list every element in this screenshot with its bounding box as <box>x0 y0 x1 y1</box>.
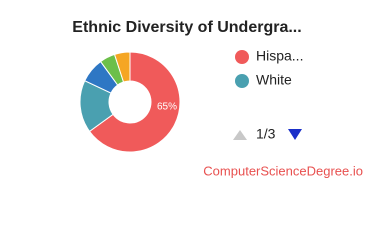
value-label: 65% <box>157 102 177 113</box>
next-page[interactable] <box>288 129 302 140</box>
donut-slice <box>113 51 131 83</box>
chart-title: Ethnic Diversity of Undergra... <box>72 19 301 36</box>
legend-swatch <box>235 74 249 88</box>
prev-page[interactable] <box>233 130 247 140</box>
donut-slice <box>88 51 181 153</box>
legend-page: 1/3 <box>256 126 276 142</box>
legend-swatch <box>235 50 249 64</box>
source: ComputerScienceDegree.io <box>203 163 363 178</box>
legend-label: Hispa... <box>256 48 303 64</box>
legend-label: White <box>256 72 292 88</box>
chart: Ethnic Diversity of Undergra... 1/3 Comp… <box>72 19 363 178</box>
